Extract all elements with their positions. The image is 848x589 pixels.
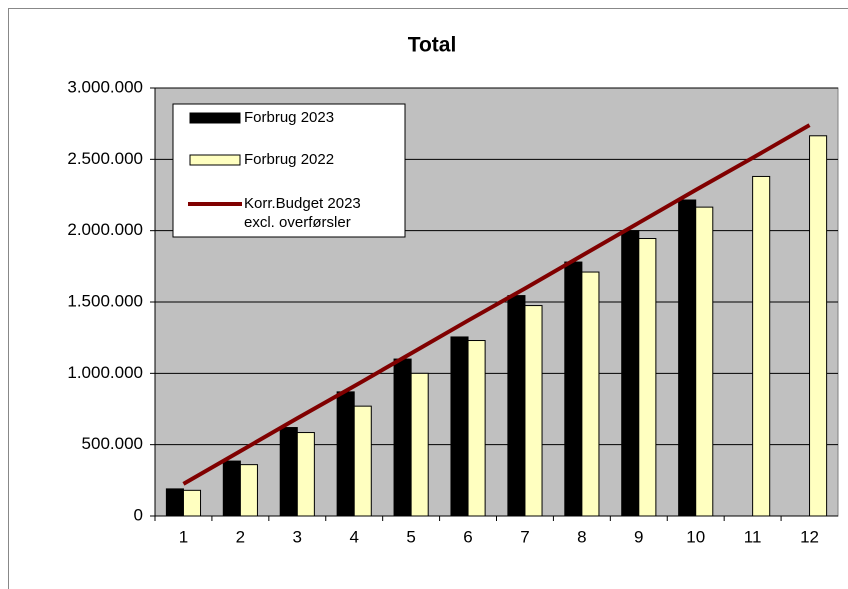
bar — [507, 295, 526, 517]
x-tick-label: 3 — [293, 527, 302, 546]
legend — [172, 103, 406, 238]
y-tick-label: 1.000.000 — [67, 363, 143, 382]
chart-title: Total — [408, 34, 457, 57]
x-tick-label: 11 — [744, 527, 762, 546]
bar — [695, 206, 714, 517]
legend-label: Korr.Budget 2023 excl. overførsler — [244, 195, 361, 231]
bar — [809, 135, 828, 517]
bar — [564, 261, 583, 517]
bar — [638, 238, 657, 517]
x-tick-label: 10 — [686, 527, 705, 546]
bar — [239, 464, 258, 517]
bar — [678, 199, 697, 517]
x-tick-label: 12 — [800, 527, 819, 546]
bar — [467, 340, 486, 517]
x-tick-label: 2 — [236, 527, 245, 546]
x-tick-label: 7 — [520, 527, 529, 546]
x-tick-label: 6 — [463, 527, 472, 546]
y-tick-label: 2.500.000 — [67, 149, 143, 168]
bar — [279, 427, 298, 517]
bar — [621, 230, 640, 517]
legend-swatch — [189, 112, 241, 124]
y-tick-label: 3.000.000 — [67, 77, 143, 96]
legend-swatch — [189, 154, 241, 166]
y-tick-label: 500.000 — [82, 434, 143, 453]
x-tick-label: 9 — [634, 527, 643, 546]
bar — [353, 405, 372, 517]
y-tick-label: 0 — [134, 505, 143, 524]
bar — [165, 488, 184, 517]
bar — [410, 372, 429, 517]
y-tick-label: 1.500.000 — [67, 291, 143, 310]
bar — [450, 336, 469, 517]
bar — [182, 489, 202, 517]
bar — [296, 432, 315, 517]
bar — [393, 358, 412, 517]
x-tick-label: 4 — [349, 527, 358, 546]
bar — [581, 271, 600, 517]
bar — [524, 305, 543, 517]
legend-label: Forbrug 2022 — [244, 151, 334, 168]
x-tick-label: 8 — [577, 527, 586, 546]
bar — [222, 460, 241, 517]
bar — [336, 391, 355, 517]
legend-label: Forbrug 2023 — [244, 109, 334, 126]
line — [182, 123, 811, 486]
bar — [752, 175, 771, 517]
x-tick-label: 5 — [406, 527, 415, 546]
y-tick-label: 2.000.000 — [67, 220, 143, 239]
x-tick-label: 1 — [179, 527, 188, 546]
